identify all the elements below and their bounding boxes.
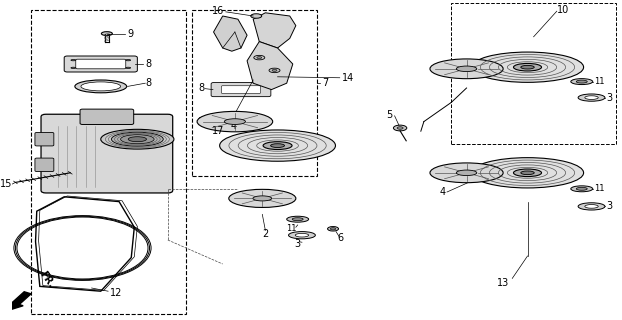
Ellipse shape: [101, 32, 113, 36]
Ellipse shape: [430, 59, 503, 79]
Ellipse shape: [328, 227, 338, 231]
Text: 11: 11: [595, 77, 605, 86]
FancyBboxPatch shape: [211, 83, 271, 97]
Ellipse shape: [521, 171, 534, 175]
Ellipse shape: [576, 187, 587, 190]
Ellipse shape: [457, 170, 477, 176]
Ellipse shape: [397, 127, 403, 129]
Text: 15: 15: [0, 179, 12, 189]
FancyBboxPatch shape: [41, 114, 173, 193]
Ellipse shape: [126, 67, 131, 68]
Text: 7: 7: [322, 78, 328, 88]
Ellipse shape: [254, 55, 265, 60]
Text: 14: 14: [341, 73, 354, 84]
Text: 12: 12: [110, 288, 123, 298]
Text: 4: 4: [439, 187, 445, 197]
Polygon shape: [213, 16, 247, 51]
Ellipse shape: [430, 163, 503, 183]
Text: 1: 1: [198, 116, 205, 127]
Ellipse shape: [227, 123, 237, 127]
Text: 3: 3: [606, 92, 612, 103]
Ellipse shape: [295, 233, 309, 237]
Ellipse shape: [230, 124, 234, 126]
Text: 13: 13: [497, 278, 509, 288]
Ellipse shape: [197, 111, 272, 132]
Bar: [192, 10, 317, 176]
Ellipse shape: [81, 82, 121, 91]
Ellipse shape: [585, 204, 598, 208]
FancyArrow shape: [8, 292, 31, 310]
Ellipse shape: [111, 132, 163, 146]
Ellipse shape: [128, 137, 147, 142]
Text: 5: 5: [386, 110, 392, 120]
Ellipse shape: [330, 228, 336, 230]
Text: 3: 3: [295, 239, 301, 249]
Ellipse shape: [578, 203, 605, 210]
Ellipse shape: [272, 69, 277, 71]
Text: 11: 11: [595, 184, 605, 193]
Text: 8: 8: [146, 78, 151, 88]
Text: 17: 17: [211, 126, 224, 136]
Ellipse shape: [229, 189, 296, 207]
Text: 4: 4: [231, 121, 237, 132]
Bar: [30, 10, 186, 314]
Polygon shape: [247, 42, 293, 90]
Text: 10: 10: [557, 4, 569, 15]
Ellipse shape: [220, 130, 335, 161]
Ellipse shape: [71, 67, 76, 68]
Text: 8: 8: [198, 83, 205, 93]
Ellipse shape: [571, 186, 593, 192]
Text: 16: 16: [211, 6, 224, 16]
Ellipse shape: [571, 79, 593, 84]
Text: FR.: FR.: [37, 270, 56, 290]
FancyBboxPatch shape: [76, 59, 126, 69]
FancyBboxPatch shape: [64, 56, 137, 72]
Ellipse shape: [121, 135, 154, 144]
Ellipse shape: [126, 60, 131, 61]
Ellipse shape: [457, 66, 477, 72]
Bar: [452, 3, 616, 144]
Text: 6: 6: [337, 233, 343, 244]
Ellipse shape: [75, 80, 127, 93]
Ellipse shape: [251, 14, 262, 18]
Ellipse shape: [269, 68, 280, 73]
Text: 11: 11: [286, 224, 297, 233]
Ellipse shape: [289, 232, 315, 239]
Ellipse shape: [471, 52, 583, 82]
FancyBboxPatch shape: [80, 109, 134, 124]
Text: 2: 2: [262, 228, 269, 239]
Ellipse shape: [585, 96, 598, 100]
Ellipse shape: [101, 129, 174, 149]
Text: 9: 9: [127, 28, 133, 39]
Ellipse shape: [292, 218, 303, 221]
Ellipse shape: [578, 94, 605, 101]
Ellipse shape: [521, 65, 534, 69]
FancyBboxPatch shape: [221, 86, 261, 93]
Ellipse shape: [287, 216, 309, 222]
FancyBboxPatch shape: [35, 158, 54, 172]
Ellipse shape: [514, 63, 542, 71]
Text: 8: 8: [146, 59, 151, 69]
Ellipse shape: [576, 80, 587, 83]
Ellipse shape: [71, 60, 76, 61]
Polygon shape: [253, 13, 296, 48]
Ellipse shape: [271, 144, 284, 148]
Ellipse shape: [471, 158, 583, 188]
Ellipse shape: [514, 169, 542, 177]
Ellipse shape: [225, 119, 246, 124]
Ellipse shape: [393, 125, 407, 131]
Ellipse shape: [253, 196, 272, 201]
Text: 3: 3: [606, 201, 612, 212]
FancyBboxPatch shape: [35, 132, 54, 146]
Ellipse shape: [263, 142, 292, 149]
Ellipse shape: [257, 57, 262, 59]
